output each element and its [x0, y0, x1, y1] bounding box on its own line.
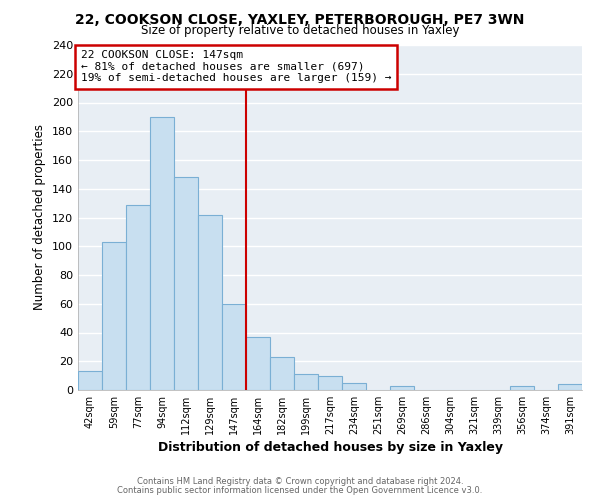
Y-axis label: Number of detached properties: Number of detached properties: [34, 124, 46, 310]
Bar: [198, 214, 222, 390]
Bar: [150, 117, 174, 390]
Bar: [270, 357, 294, 390]
Bar: [558, 384, 582, 390]
Bar: [510, 386, 534, 390]
Text: Contains HM Land Registry data © Crown copyright and database right 2024.: Contains HM Land Registry data © Crown c…: [137, 477, 463, 486]
Text: Size of property relative to detached houses in Yaxley: Size of property relative to detached ho…: [141, 24, 459, 37]
Bar: [246, 337, 270, 390]
Bar: [318, 376, 342, 390]
Bar: [294, 374, 318, 390]
Bar: [342, 383, 366, 390]
X-axis label: Distribution of detached houses by size in Yaxley: Distribution of detached houses by size …: [157, 441, 503, 454]
Bar: [126, 204, 150, 390]
Bar: [222, 304, 246, 390]
Text: 22 COOKSON CLOSE: 147sqm
← 81% of detached houses are smaller (697)
19% of semi-: 22 COOKSON CLOSE: 147sqm ← 81% of detach…: [80, 50, 391, 84]
Text: 22, COOKSON CLOSE, YAXLEY, PETERBOROUGH, PE7 3WN: 22, COOKSON CLOSE, YAXLEY, PETERBOROUGH,…: [76, 12, 524, 26]
Bar: [78, 372, 102, 390]
Bar: [174, 178, 198, 390]
Text: Contains public sector information licensed under the Open Government Licence v3: Contains public sector information licen…: [118, 486, 482, 495]
Bar: [390, 386, 414, 390]
Bar: [102, 242, 126, 390]
